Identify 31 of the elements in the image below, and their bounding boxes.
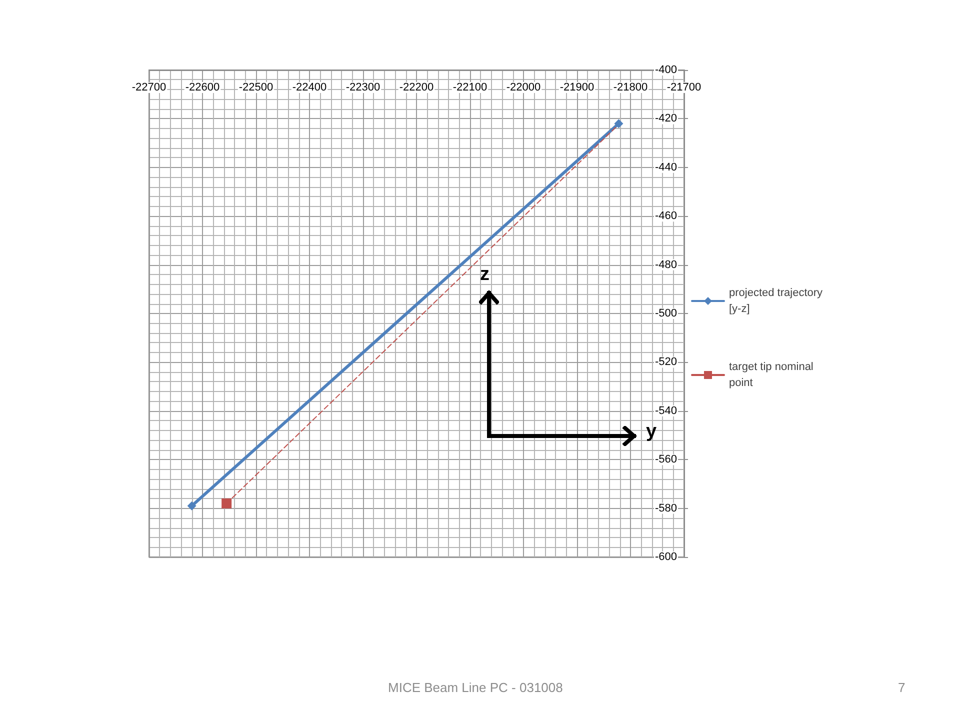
y-tick-label: -500 (654, 308, 677, 320)
x-tick-label: -22600 (185, 82, 220, 94)
legend-label: projected trajectory [y-z] (729, 287, 826, 315)
y-tick-label: -460 (654, 210, 677, 222)
x-tick-label: -21800 (613, 82, 648, 94)
x-tick-label: -21900 (560, 82, 594, 94)
x-tick-label: -22700 (132, 82, 166, 94)
y-tick-label: -480 (654, 258, 677, 271)
x-tick-label: -22400 (292, 82, 327, 94)
x-tick-label: -22500 (238, 82, 274, 94)
y-tick-label: -600 (654, 551, 677, 563)
x-tick-label: -22300 (346, 82, 380, 94)
y-tick-label: -420 (654, 112, 677, 125)
point (222, 498, 232, 508)
y-tick-label: -440 (654, 161, 677, 174)
x-tick-label: -22000 (506, 82, 541, 94)
y-tick-label: -560 (654, 454, 677, 466)
legend-label: target tip nominal point (729, 361, 816, 389)
annotation: y (646, 421, 657, 443)
point (187, 501, 196, 510)
x-tick-label: -22100 (452, 82, 488, 94)
y-tick-label: -580 (654, 502, 677, 514)
y-tick-label: -520 (654, 356, 677, 368)
annotation: z (480, 264, 490, 286)
text: MICE Beam Line PC - 031008 (388, 680, 563, 695)
x-tick-label: -22200 (399, 82, 434, 94)
y-tick-label: -540 (654, 404, 677, 417)
text: 7 (898, 680, 906, 695)
x-tick-label: -21700 (666, 82, 702, 94)
point (614, 119, 624, 128)
y-tick-label: -400 (654, 64, 677, 76)
